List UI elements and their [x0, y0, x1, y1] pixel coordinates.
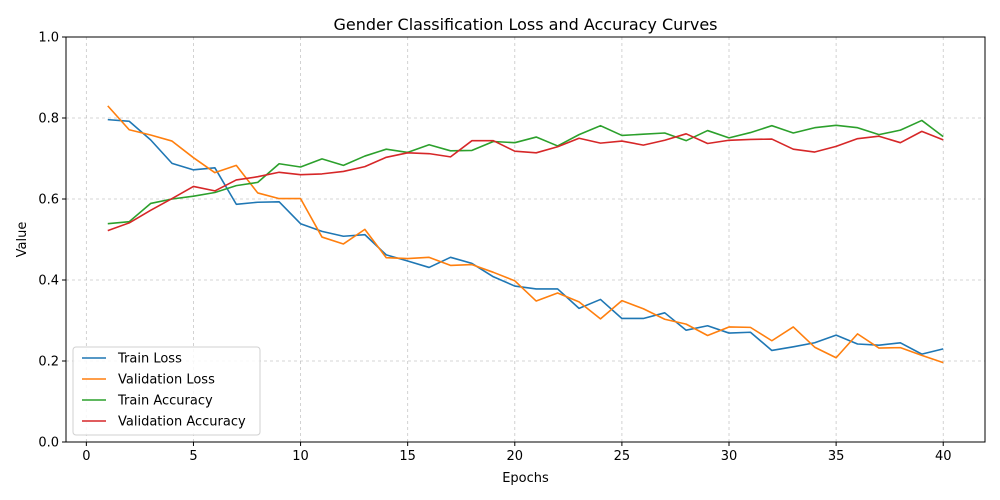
x-tick-label: 10 [292, 449, 309, 464]
train-accuracy-line [107, 119, 944, 225]
x-axis-label: Epochs [502, 471, 549, 486]
x-tick-label: 15 [399, 449, 416, 464]
legend-label-train-loss: Train Loss [117, 352, 182, 367]
y-tick-label: 0.8 [38, 112, 59, 127]
legend: Train Loss Validation Loss Train Accuracy V… [72, 346, 261, 436]
x-tick-label: 35 [828, 449, 845, 464]
chart-title: Gender Classification Loss and Accuracy … [333, 15, 717, 34]
x-tick-label: 25 [614, 449, 631, 464]
validation-loss-line [107, 105, 944, 364]
y-tick-label: 0.2 [38, 355, 59, 370]
y-tick-label: 0.4 [38, 274, 59, 289]
plot-frame [65, 36, 986, 443]
y-axis-label: Value [15, 222, 30, 258]
x-tick-label: 0 [82, 449, 90, 464]
axis-ticks: 0 5 10 15 20 25 30 35 40 0.0 0.2 0.4 0.6 0.8 1.0 [38, 31, 951, 465]
x-tick-label: 30 [721, 449, 738, 464]
x-tick-label: 20 [507, 449, 524, 464]
x-tick-label: 5 [189, 449, 197, 464]
legend-label-validation-accuracy: Validation Accuracy [118, 415, 246, 430]
legend-label-train-accuracy: Train Accuracy [117, 394, 213, 409]
series-lines [107, 105, 944, 364]
validation-accuracy-line [107, 130, 944, 232]
y-tick-label: 0.0 [38, 436, 59, 451]
y-tick-label: 1.0 [38, 31, 59, 46]
legend-box [72, 346, 261, 436]
train-loss-line [107, 118, 944, 355]
x-tick-label: 40 [935, 449, 952, 464]
y-tick-label: 0.6 [38, 193, 59, 208]
legend-label-validation-loss: Validation Loss [118, 373, 215, 388]
